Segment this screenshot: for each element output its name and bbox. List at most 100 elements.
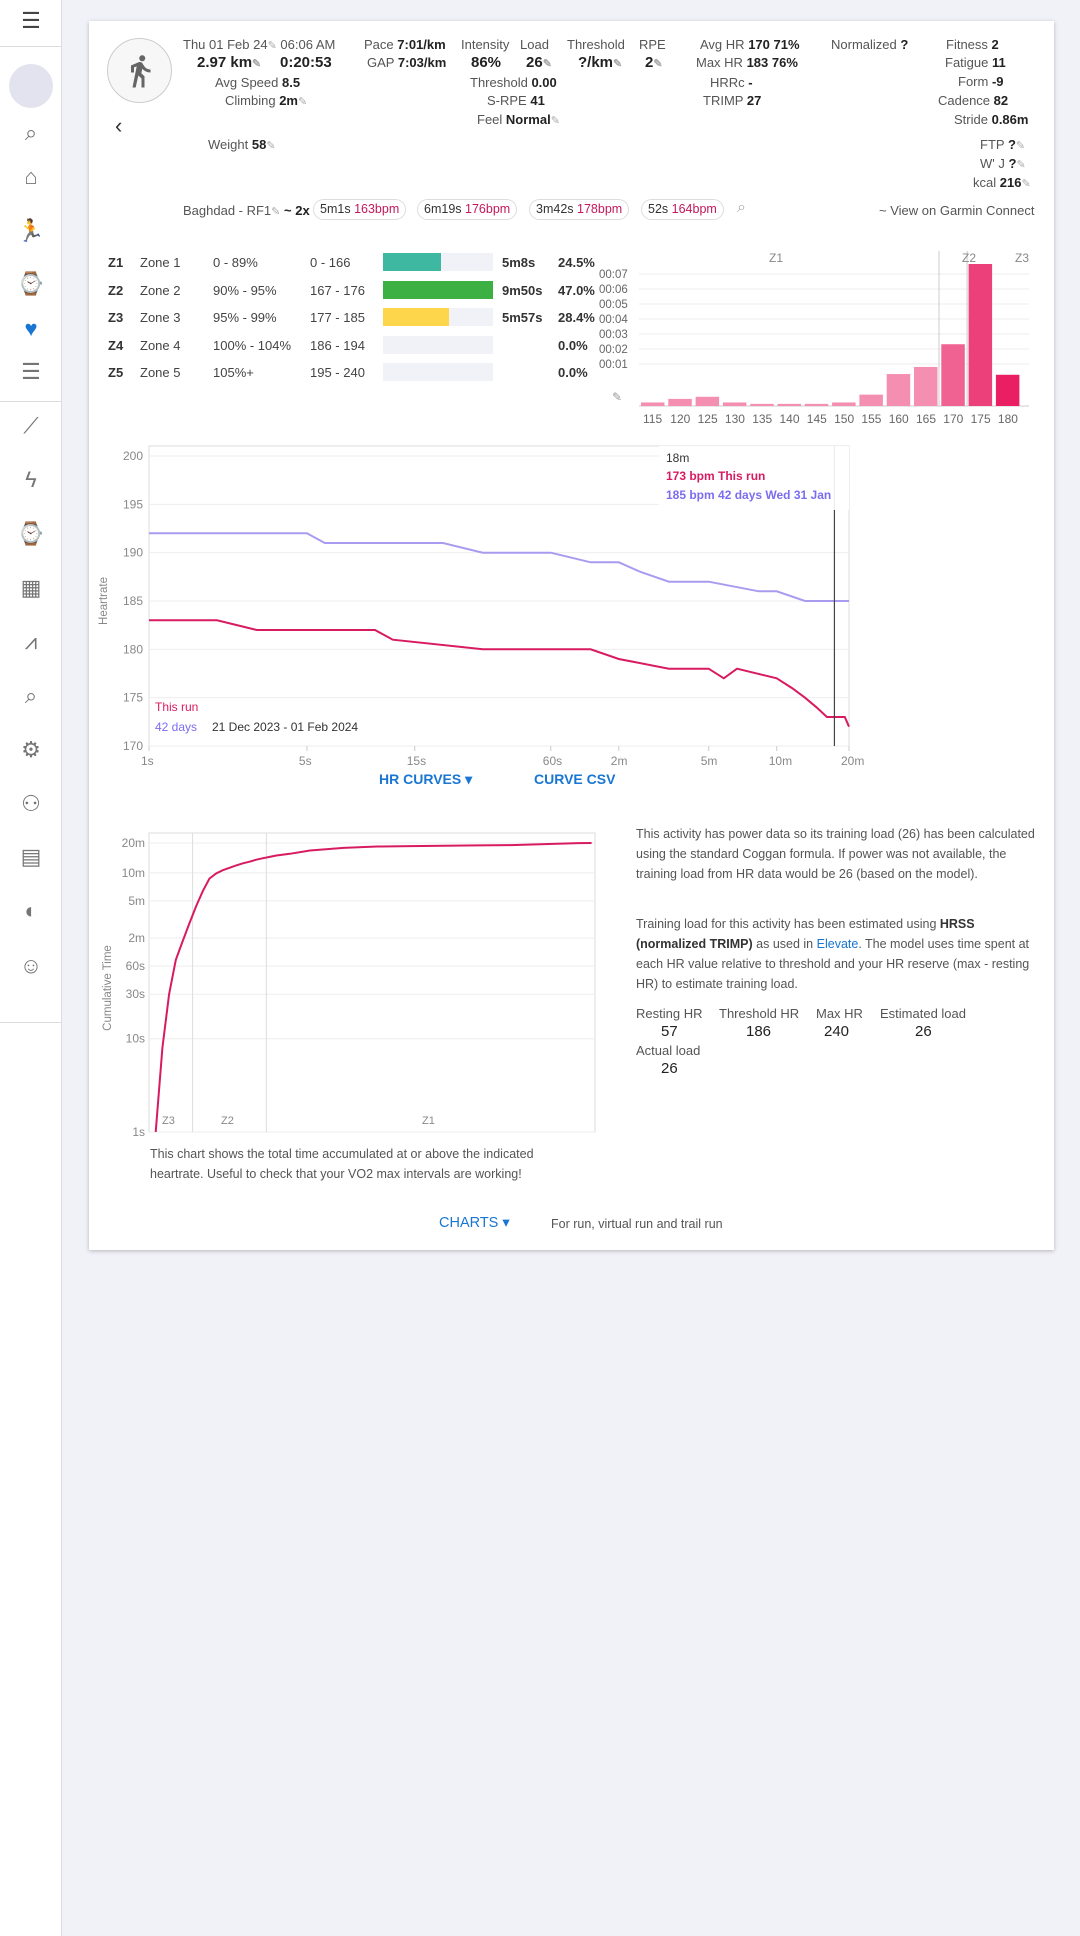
histogram-bar (859, 394, 883, 406)
zone-share: 0.0% (558, 337, 588, 353)
histogram-y-tick: 00:04 (599, 314, 628, 326)
caret-down-icon: ▾ (502, 1215, 510, 1231)
actual-load-value: 26 (661, 1060, 678, 1077)
threshold-hr-value: 186 (746, 1023, 772, 1040)
list-icon[interactable]: ☰ (21, 359, 41, 384)
curve-csv-link[interactable]: CURVE CSV (534, 771, 616, 787)
histogram-x-tick: 175 (971, 412, 991, 426)
watch-icon[interactable]: ⌚ (17, 271, 45, 296)
gear-icon[interactable]: ⚙ (21, 737, 41, 762)
elevate-link[interactable]: Elevate (816, 937, 859, 951)
heart-icon[interactable]: ♥ (24, 316, 38, 341)
histogram-x-tick: 165 (916, 412, 936, 426)
sidebar-divider (0, 1022, 62, 1023)
charts-button[interactable]: CHARTS ▾ (439, 1215, 510, 1231)
curves-y-label: Heartrate (98, 577, 110, 625)
menu-icon[interactable]: ☰ (21, 8, 41, 33)
histogram-bar (777, 403, 801, 406)
cum-x-tick: 175 (199, 1140, 219, 1141)
edit-pencil-icon[interactable]: ✎ (1016, 159, 1026, 171)
curves-y-tick: 180 (123, 642, 143, 656)
cum-y-tick: 20m (122, 836, 145, 850)
face-icon[interactable]: ☺ (19, 953, 43, 978)
activity-type-icon[interactable] (107, 38, 172, 103)
edit-pencil-icon[interactable]: ✎ (653, 58, 663, 70)
people-icon[interactable]: ⚇ (21, 791, 41, 816)
edit-pencil-icon[interactable]: ✎ (266, 140, 276, 152)
interval-chip[interactable]: 5m1s 163bpm (313, 199, 407, 220)
distance-value: 2.97 km (197, 54, 253, 71)
zone-time: 5m8s (502, 255, 536, 270)
hrrc-label: HRRc (710, 75, 745, 90)
estimated-load-value: 26 (915, 1023, 932, 1040)
cum-x-tick: 140 (434, 1140, 454, 1141)
back-chevron-icon[interactable]: ‹ (115, 113, 123, 138)
route-name[interactable]: Baghdad - RF1 (183, 203, 272, 218)
max-hr-value: 183 (746, 55, 769, 70)
zone-name: Zone 4 (140, 337, 181, 353)
interval-chip[interactable]: 6m19s 176bpm (417, 199, 518, 220)
zone-row: Z2 Zone 2 90% - 95% 167 - 176 9m50s 47.0% (108, 280, 595, 301)
edit-pencil-icon[interactable]: ✎ (1021, 178, 1031, 190)
watch-icon-2[interactable]: ⌚ (17, 521, 45, 546)
hr-curves-button[interactable]: HR CURVES ▾ (379, 771, 473, 787)
zone-bar-fill (383, 308, 450, 326)
srpe-value: 41 (530, 93, 545, 108)
home-icon[interactable]: ⌂ (24, 164, 38, 189)
curves-y-tick: 185 (123, 594, 143, 608)
zone-share: 24.5% (558, 255, 595, 270)
chat-icon[interactable]: ▤ (20, 844, 42, 869)
max-hr-stat-value: 240 (824, 1023, 850, 1040)
edit-pencil-icon[interactable]: ✎ (550, 115, 560, 127)
edit-pencil-icon[interactable]: ✎ (267, 40, 277, 52)
resting-hr-label: Resting HR (636, 1006, 703, 1021)
interval-chip[interactable]: 52s 164bpm (641, 199, 724, 220)
garmin-link[interactable]: ~ View on Garmin Connect (879, 203, 1035, 218)
histogram-bar (750, 403, 774, 406)
interval-chip[interactable]: 3m42s 178bpm (529, 199, 630, 220)
curves-x-tick: 15s (407, 754, 426, 768)
cum-x-tick: 145 (401, 1140, 421, 1141)
edit-pencil-icon[interactable]: ✎ (1015, 140, 1026, 152)
edit-pencil-icon[interactable]: ✎ (298, 96, 308, 108)
avatar-icon[interactable] (0, 64, 62, 108)
edit-pencil-icon[interactable]: ✎ (252, 58, 262, 70)
edit-pencil-icon[interactable]: ✎ (613, 58, 623, 70)
discord-icon[interactable]: ◐ (24, 898, 38, 923)
actual-load-label: Actual load (636, 1043, 701, 1058)
curves-y-tick: 175 (123, 691, 143, 705)
power-icon[interactable]: ϟ (25, 467, 37, 492)
fitness-chart-icon[interactable]: ⩘ (24, 629, 38, 654)
curves-x-tick: 60s (543, 754, 562, 768)
search-icon[interactable]: ⌕ (24, 120, 38, 145)
zone-name: Zone 1 (140, 255, 181, 270)
zone-share: 28.4% (558, 310, 595, 325)
histogram-x-tick: 180 (998, 412, 1018, 426)
search-intervals-icon[interactable]: ⌕ (737, 199, 746, 216)
sidebar: ☰ ⌕ ⌂ 🏃 ⌚ ♥ ☰ ⟋ ϟ ⌚ ▦ ⩘ ⌕ ⚙ ⚇ ▤ ◐ ☺ (0, 0, 62, 1936)
histogram-x-tick: 155 (861, 412, 881, 426)
zone-pct: 95% - 99% (213, 310, 277, 325)
wj-value: ? (1008, 156, 1017, 171)
charts-note: For run, virtual run and trail run (551, 1217, 723, 1231)
42-days-line (149, 532, 849, 602)
edit-pencil-icon[interactable]: ✎ (542, 58, 552, 70)
histogram-x-tick: 115 (643, 412, 662, 426)
edit-pencil-icon[interactable]: ✎ (271, 206, 281, 218)
load-text-2: Training load for this activity has been… (636, 917, 1030, 991)
feel-label: Feel (477, 112, 503, 127)
trend-icon[interactable]: ⟋ (23, 413, 39, 438)
histogram-edit-icon[interactable]: ✎ (612, 390, 623, 404)
wj-label: W' J (980, 156, 1005, 171)
histogram-bar (832, 402, 856, 406)
search-icon-2[interactable]: ⌕ (24, 683, 38, 708)
zone-id: Z3 (108, 310, 124, 325)
this-run-line (149, 619, 850, 728)
feel-value: Normal (505, 112, 551, 127)
run-icon[interactable]: 🏃 (17, 218, 45, 243)
avg-hr-pct: 71% (773, 37, 800, 52)
histogram-bar (722, 402, 747, 406)
calendar-icon[interactable]: ▦ (20, 575, 42, 600)
cum-this-run-line (154, 842, 592, 1133)
fitness-value: 2 (991, 37, 999, 52)
